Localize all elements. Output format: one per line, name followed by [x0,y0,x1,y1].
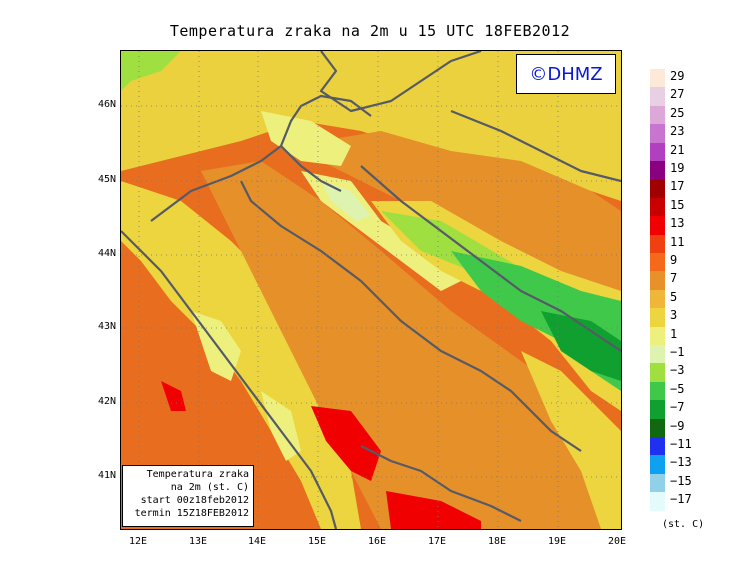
legend-label: 7 [670,271,678,286]
legend-label: 3 [670,308,678,323]
legend-swatch [650,455,665,474]
info-box: Temperatura zraka na 2m (st. C) start 00… [122,465,254,527]
legend-swatch [650,418,665,437]
legend-swatch [650,197,665,217]
legend-label: 11 [670,234,685,249]
legend-label: −17 [670,492,692,507]
legend-swatch [650,363,665,382]
legend-swatch [650,234,665,253]
lat-label: 41N [97,470,116,481]
lon-label: 16E [367,536,387,547]
lon-label: 13E [188,536,208,547]
legend-label: −3 [670,363,685,378]
temperature-field [121,51,621,529]
legend-label: −1 [670,345,685,359]
info-line-1: Temperatura zraka [146,469,249,480]
legend-swatch [650,400,665,419]
legend-swatch [650,87,665,106]
info-line-3: start 00z18feb2012 [140,495,249,506]
legend-swatch [650,308,665,327]
legend-swatch [650,271,665,290]
lon-label: 18E [487,536,507,547]
legend-label: −15 [670,473,692,488]
legend-label: 15 [670,197,685,212]
legend-swatch [650,124,665,143]
legend-swatch [650,381,665,401]
legend-label: −5 [670,381,685,396]
legend-swatch [650,216,665,235]
lon-label: 12E [128,536,148,547]
temperature-map [120,50,622,530]
lat-label: 43N [97,321,116,332]
legend-label: 13 [670,216,685,231]
legend-label: −13 [670,455,692,470]
legend-units: (st. C) [662,519,705,530]
map-title: Temperatura zraka na 2m u 15 UTC 18FEB20… [169,22,571,40]
lon-label: 17E [427,536,447,547]
legend-label: 1 [670,326,678,341]
legend-label: 29 [670,69,685,83]
legend-swatch [650,345,665,364]
legend-label: 17 [670,179,685,194]
lon-label: 19E [547,536,567,547]
legend-swatch [650,161,665,180]
lat-label: 42N [97,396,116,407]
legend-swatch [650,437,665,456]
info-line-4: termin 15Z18FEB2012 [134,508,249,519]
legend-swatch [650,492,665,511]
legend-label: 27 [670,87,685,102]
legend-swatch [650,142,665,161]
legend-label: 23 [670,124,685,139]
legend-swatch [650,69,665,88]
legend-swatch [650,289,665,309]
lon-label: 20E [607,536,627,547]
info-line-2: na 2m (st. C) [170,482,249,493]
legend-label: 25 [670,105,685,120]
legend-swatch [650,326,665,345]
lat-label: 44N [97,248,116,259]
legend-label: 19 [670,161,685,175]
lon-label: 14E [247,536,267,547]
legend-swatch [650,105,665,125]
legend-label: −7 [670,400,685,415]
dhmz-logo: ©DHMZ [516,54,616,94]
legend-label: 9 [670,253,678,267]
lat-label: 46N [97,99,116,110]
lat-label: 45N [97,174,116,185]
legend-label: −11 [670,437,692,451]
legend-label: 5 [670,289,678,304]
legend-swatch [650,179,665,198]
legend-label: 21 [670,142,685,157]
lon-label: 15E [307,536,327,547]
legend-swatch [650,473,665,493]
legend-swatch [650,253,665,272]
legend-label: −9 [670,418,685,433]
